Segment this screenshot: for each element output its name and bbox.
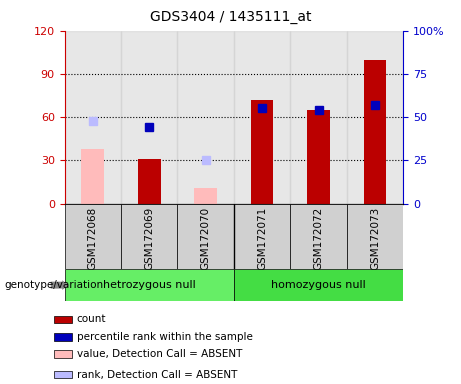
Text: homozygous null: homozygous null [271, 280, 366, 290]
Text: rank, Detection Call = ABSENT: rank, Detection Call = ABSENT [77, 369, 237, 379]
Text: GSM172073: GSM172073 [370, 207, 380, 270]
Bar [251, 100, 273, 204]
Bar [65, 204, 121, 269]
Text: GSM172068: GSM172068 [88, 207, 98, 270]
Bar [82, 149, 104, 204]
Bar [177, 31, 234, 204]
Text: genotype/variation: genotype/variation [5, 280, 104, 290]
Bar [195, 188, 217, 204]
Bar [177, 204, 234, 269]
Bar [290, 31, 347, 204]
Bar [65, 31, 121, 204]
Bar [347, 204, 403, 269]
Bar [234, 31, 290, 204]
Bar [54, 350, 72, 358]
Text: GSM172069: GSM172069 [144, 207, 154, 270]
Bar [234, 269, 403, 301]
Bar [54, 371, 72, 379]
Text: GSM172070: GSM172070 [201, 207, 211, 270]
Bar [234, 204, 290, 269]
Text: percentile rank within the sample: percentile rank within the sample [77, 332, 253, 342]
Text: GDS3404 / 1435111_at: GDS3404 / 1435111_at [150, 10, 311, 23]
Bar [65, 269, 234, 301]
Text: hetrozygous null: hetrozygous null [103, 280, 195, 290]
Bar [121, 204, 177, 269]
Bar [290, 204, 347, 269]
Bar [121, 31, 177, 204]
Bar [364, 60, 386, 204]
Text: GSM172072: GSM172072 [313, 207, 324, 270]
Bar [54, 333, 72, 341]
Bar [347, 31, 403, 204]
Bar [54, 316, 72, 323]
Text: value, Detection Call = ABSENT: value, Detection Call = ABSENT [77, 349, 242, 359]
Bar [307, 110, 330, 204]
Text: count: count [77, 314, 106, 324]
Text: GSM172071: GSM172071 [257, 207, 267, 270]
Bar [138, 159, 160, 204]
